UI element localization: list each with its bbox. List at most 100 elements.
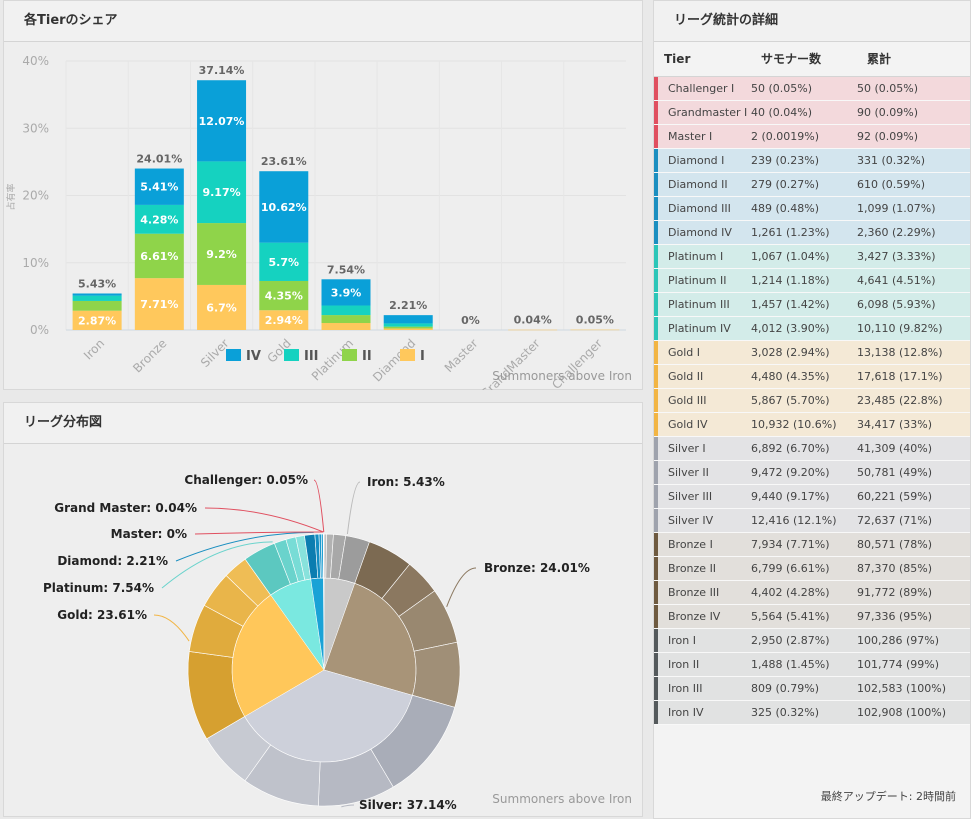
share-credit[interactable]: Summoners above Iron — [492, 369, 632, 383]
bar-segment[interactable] — [508, 329, 558, 331]
tier-color-bar — [654, 653, 658, 676]
bar-segment[interactable] — [197, 284, 247, 330]
pie-data-label: Diamond: 2.21% — [57, 554, 168, 568]
pie-data-label: Challenger: 0.05% — [184, 473, 308, 487]
cumulative-count: 10,110 (9.82%) — [857, 322, 943, 335]
tier-name: Diamond II — [668, 178, 728, 191]
bar-total-label: 2.21% — [389, 299, 427, 312]
cumulative-count: 102,583 (100%) — [857, 682, 947, 695]
distribution-credit[interactable]: Summoners above Iron — [492, 792, 632, 806]
summoner-count: 3,028 (2.94%) — [751, 346, 830, 359]
bar-segment[interactable] — [570, 329, 620, 331]
legend-item[interactable]: III — [284, 349, 319, 364]
bar-segment[interactable] — [321, 305, 371, 316]
bar-segment[interactable] — [383, 326, 433, 329]
header-cumulative: 累計 — [867, 52, 892, 66]
bar-segment[interactable] — [72, 300, 122, 311]
cumulative-count: 50 (0.05%) — [857, 82, 919, 95]
legend-item[interactable]: I — [400, 349, 425, 364]
tier-name: Challenger I — [668, 82, 735, 95]
summoner-count: 279 (0.27%) — [751, 178, 820, 191]
bar-segment-label: 7.71% — [140, 298, 178, 311]
legend-swatch — [342, 349, 357, 361]
tier-color-bar — [654, 485, 658, 508]
bar-total-label: 37.14% — [199, 64, 245, 77]
stats-row: Diamond III 489 (0.48%) 1,099 (1.07%) — [654, 197, 970, 221]
tier-name: Gold III — [668, 394, 707, 407]
cumulative-count: 23,485 (22.8%) — [857, 394, 943, 407]
bar-segment[interactable] — [72, 310, 122, 330]
stats-row: Platinum IV 4,012 (3.90%) 10,110 (9.82%) — [654, 317, 970, 341]
bar-segment[interactable] — [383, 315, 433, 324]
bar-segment[interactable] — [259, 171, 309, 243]
pie-leader-line — [161, 541, 273, 589]
bar-segment[interactable] — [383, 328, 433, 330]
tier-color-bar — [654, 293, 658, 316]
legend-item[interactable]: II — [342, 349, 372, 364]
bar-segment[interactable] — [321, 323, 371, 330]
tier-color-bar — [654, 269, 658, 292]
bar-segment[interactable] — [259, 310, 309, 330]
bar-segment-label: 12.07% — [199, 115, 245, 128]
bar-segment[interactable] — [321, 315, 371, 324]
tier-color-bar — [654, 701, 658, 724]
tier-name: Master I — [668, 130, 713, 143]
legend-item[interactable]: IV — [226, 349, 261, 364]
legend-label: I — [420, 349, 425, 364]
legend-label: II — [362, 349, 372, 364]
bar-segment[interactable] — [72, 295, 122, 301]
bar-segment[interactable] — [134, 168, 184, 205]
bar-segment-label: 3.9% — [331, 286, 362, 299]
bar-segment[interactable] — [197, 80, 247, 162]
summoner-count: 6,892 (6.70%) — [751, 442, 830, 455]
tier-name: Diamond III — [668, 202, 731, 215]
cumulative-count: 91,772 (89%) — [857, 586, 933, 599]
tier-color-bar — [654, 221, 658, 244]
bar-total-label: 23.61% — [261, 155, 307, 168]
bar-segment-label: 6.7% — [206, 301, 237, 314]
summoner-count: 489 (0.48%) — [751, 202, 820, 215]
cumulative-count: 100,286 (97%) — [857, 634, 940, 647]
stats-row: Platinum I 1,067 (1.04%) 3,427 (3.33%) — [654, 245, 970, 269]
tier-name: Gold II — [668, 370, 704, 383]
summoner-count: 239 (0.23%) — [751, 154, 820, 167]
bar-segment[interactable] — [134, 233, 184, 279]
stats-row: Bronze I 7,934 (7.71%) 80,571 (78%) — [654, 533, 970, 557]
bar-segment[interactable] — [197, 223, 247, 285]
bar-segment[interactable] — [134, 278, 184, 330]
stats-row: Platinum III 1,457 (1.42%) 6,098 (5.93%) — [654, 293, 970, 317]
tier-color-bar — [654, 317, 658, 340]
y-tick-label: 20% — [22, 189, 49, 203]
bar-segment[interactable] — [134, 204, 184, 234]
cumulative-count: 87,370 (85%) — [857, 562, 933, 575]
league-stats-panel: リーグ統計の詳細 Tier サモナー数 累計 Challenger I 50 (0… — [653, 0, 971, 819]
summoner-count: 1,067 (1.04%) — [751, 250, 830, 263]
legend-label: IV — [246, 349, 261, 364]
summoner-count: 325 (0.32%) — [751, 706, 820, 719]
cumulative-count: 3,427 (3.33%) — [857, 250, 936, 263]
summoner-count: 9,472 (9.20%) — [751, 466, 830, 479]
tier-name: Bronze III — [668, 586, 720, 599]
tier-name: Gold I — [668, 346, 701, 359]
legend-label: III — [304, 349, 319, 364]
bar-segment[interactable] — [321, 279, 371, 306]
pie-leader-line — [446, 567, 477, 607]
bar-segment[interactable] — [259, 242, 309, 281]
x-tick-label: Iron — [81, 336, 107, 362]
stats-row: Diamond II 279 (0.27%) 610 (0.59%) — [654, 173, 970, 197]
bar-segment[interactable] — [197, 161, 247, 224]
cumulative-count: 60,221 (59%) — [857, 490, 933, 503]
bar-segment[interactable] — [259, 280, 309, 311]
tier-name: Bronze II — [668, 562, 717, 575]
bar-segment[interactable] — [383, 323, 433, 327]
cumulative-count: 92 (0.09%) — [857, 130, 919, 143]
cumulative-count: 34,417 (33%) — [857, 418, 933, 431]
tier-name: Silver I — [668, 442, 706, 455]
bar-segment-label: 2.87% — [78, 314, 116, 327]
tier-color-bar — [654, 437, 658, 460]
summoner-count: 5,867 (5.70%) — [751, 394, 830, 407]
cumulative-count: 13,138 (12.8%) — [857, 346, 943, 359]
stats-row: Iron IV 325 (0.32%) 102,908 (100%) — [654, 701, 970, 725]
tier-name: Iron III — [668, 682, 703, 695]
bar-segment[interactable] — [72, 293, 122, 296]
